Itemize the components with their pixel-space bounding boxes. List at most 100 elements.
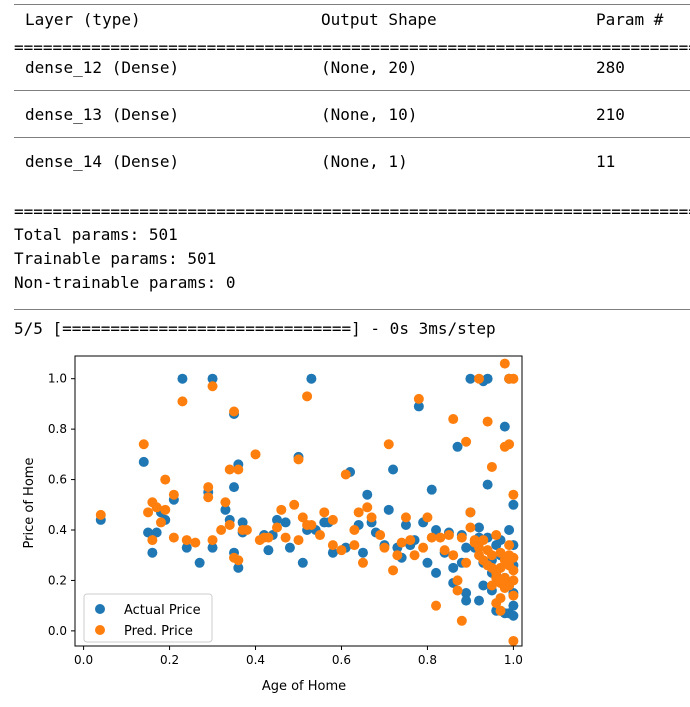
legend-label-actual: Actual Price	[124, 603, 201, 618]
x-axis-label: Age of Home	[262, 679, 346, 694]
pred-price-point	[456, 532, 467, 543]
pred-price-point	[302, 391, 313, 402]
actual-price-point	[499, 421, 510, 432]
layer-name: dense_13 (Dense)	[25, 105, 180, 124]
pred-price-point	[508, 590, 519, 601]
pred-price-point	[168, 489, 179, 500]
actual-price-point	[508, 610, 519, 621]
pred-price-point	[263, 532, 274, 543]
pred-price-point	[504, 439, 515, 450]
pred-price-point	[383, 439, 394, 450]
pred-price-point	[396, 537, 407, 548]
non-trainable-params: Non-trainable params: 0	[14, 273, 236, 292]
actual-price-point	[151, 527, 162, 538]
pred-price-point	[486, 550, 497, 561]
y-axis-ticks: 0.0 0.2 0.4 0.6 0.8 1.0	[48, 372, 75, 638]
pred-price-point	[276, 504, 287, 515]
actual-price-point	[207, 373, 218, 384]
actual-price-point	[508, 600, 519, 611]
pred-price-point	[229, 406, 240, 417]
pred-price-point	[293, 535, 304, 546]
pred-price-point	[443, 530, 454, 541]
scatter-chart: 0.0 0.2 0.4 0.6 0.8 1.0 0.0 0.2 0.4 0.6 0.8 1.0 Ag…	[22, 355, 523, 694]
x-axis-ticks: 0.0 0.2 0.4 0.6 0.8 1.0	[74, 646, 523, 667]
actual-price-point	[138, 456, 149, 467]
pred-price-point	[508, 489, 519, 500]
actual-price-point	[448, 562, 459, 573]
actual-price-point	[177, 373, 188, 384]
legend-box	[83, 593, 213, 643]
actual-price-point	[461, 595, 472, 606]
actual-price-point	[474, 595, 485, 606]
actual-price-point	[220, 504, 231, 515]
pred-price-point	[357, 557, 368, 568]
actual-price-point	[147, 547, 158, 558]
pred-price-point	[160, 504, 171, 515]
pred-price-point	[327, 540, 338, 551]
pred-price-point	[340, 469, 351, 480]
col-header-params: Param #	[596, 10, 664, 29]
legend: Actual Price Pred. Price	[83, 593, 213, 643]
double-rule: ========================================…	[14, 40, 690, 56]
pred-price-point	[190, 537, 201, 548]
actual-price-point	[143, 527, 154, 538]
pred-price-point	[177, 396, 188, 407]
top-rule	[14, 4, 690, 5]
x-tick-label: 0.4	[246, 653, 265, 667]
actual-price-point	[362, 489, 373, 500]
actual-price-point	[383, 504, 394, 515]
pred-price-point	[379, 542, 390, 553]
actual-price-point	[272, 514, 283, 525]
x-tick-label: 0.2	[160, 653, 179, 667]
actual-price-point	[194, 557, 205, 568]
actual-price-point	[327, 547, 338, 558]
pred-price-point	[349, 540, 360, 551]
actual-price-point	[478, 580, 489, 591]
pred-price-point	[362, 502, 373, 513]
pred-price-point	[405, 535, 416, 546]
y-tick-label: 0.2	[48, 573, 67, 587]
pred-price-point	[241, 525, 252, 535]
pred-price-point	[448, 414, 459, 425]
actual-price-point	[504, 525, 515, 535]
pred-price-point	[336, 545, 347, 556]
col-header-shape: Output Shape	[321, 10, 437, 29]
col-header-layer: Layer (type)	[25, 10, 141, 29]
pred-price-point	[314, 530, 325, 541]
layer-params: 11	[596, 152, 616, 171]
actual-price-point	[297, 557, 308, 568]
pred-price-point	[469, 535, 480, 546]
pred-price-point	[474, 373, 485, 384]
pred-price-point	[319, 507, 330, 518]
pred-price-point	[293, 454, 304, 465]
pred-price-point	[250, 449, 261, 460]
x-tick-label: 0.8	[418, 653, 437, 667]
pred-price-point	[95, 509, 106, 520]
actual-price-point	[474, 522, 485, 533]
pred-price-point	[400, 512, 411, 523]
pred-price-point	[349, 525, 360, 535]
layer-shape: (None, 20)	[321, 58, 418, 77]
row-rule	[14, 137, 690, 138]
actual-price-point	[233, 562, 244, 573]
actual-price-point	[400, 519, 411, 530]
pred-price-point	[327, 514, 338, 525]
pred-price-point	[413, 393, 424, 404]
actual-price-point	[284, 542, 295, 553]
pred-price-point	[147, 535, 158, 546]
pred-price-point	[495, 562, 506, 573]
actual-price-point	[431, 525, 442, 535]
pred-price-point	[491, 530, 502, 541]
pred-price-point	[207, 535, 218, 546]
y-tick-label: 0.8	[48, 422, 67, 436]
actual-price-point	[280, 517, 291, 528]
pred-price-point	[151, 502, 162, 513]
x-tick-label: 1.0	[504, 653, 523, 667]
layer-name: dense_12 (Dense)	[25, 58, 180, 77]
pred-price-point	[272, 522, 283, 533]
summary-end-rule	[14, 309, 690, 310]
layer-shape: (None, 1)	[321, 152, 408, 171]
pred-price-point	[461, 436, 472, 447]
pred-price-point	[499, 572, 510, 583]
legend-label-pred: Pred. Price	[124, 624, 193, 639]
